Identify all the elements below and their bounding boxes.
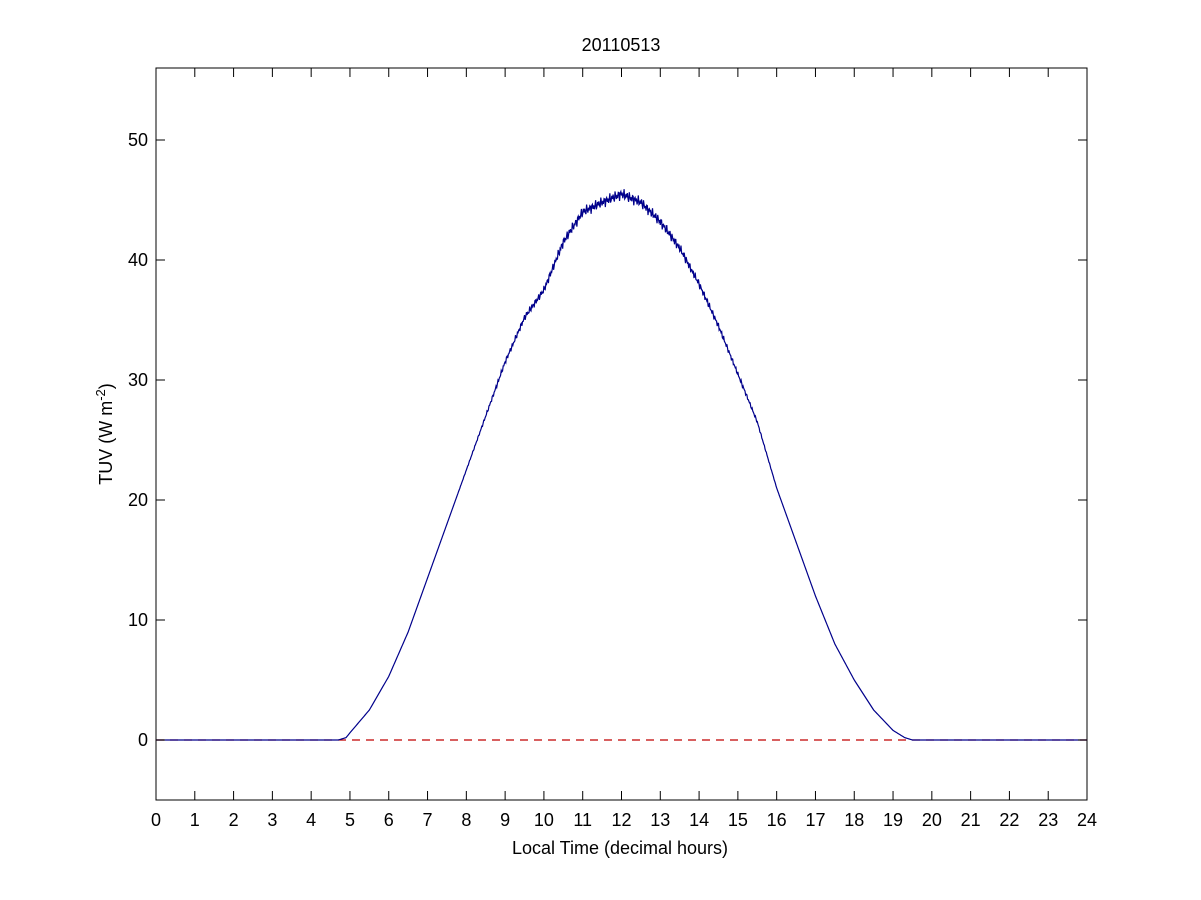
- x-tick-label: 16: [767, 810, 787, 830]
- x-tick-label: 0: [151, 810, 161, 830]
- y-axis-label: TUV (W m-2): [93, 383, 116, 485]
- series-layer: [156, 189, 1087, 741]
- x-tick-label: 17: [805, 810, 825, 830]
- x-tick-label: 14: [689, 810, 709, 830]
- x-tick-label: 1: [190, 810, 200, 830]
- x-tick-label: 4: [306, 810, 316, 830]
- y-tick-label: 20: [128, 490, 148, 510]
- x-tick-label: 18: [844, 810, 864, 830]
- y-tick-label: 50: [128, 130, 148, 150]
- chart-title: 20110513: [582, 35, 661, 55]
- y-tick-label: 10: [128, 610, 148, 630]
- x-tick-label: 7: [423, 810, 433, 830]
- x-tick-label: 21: [961, 810, 981, 830]
- x-tick-label: 24: [1077, 810, 1097, 830]
- y-axis-label-close: ): [96, 383, 116, 389]
- tick-layer: 0 1 2 3 4 5 6 7 8 9 10 11 12 13 14 15 16 17 18 19 20 21 22 23 24…: [128, 68, 1097, 830]
- y-axis-label-exponent: -2: [93, 389, 108, 401]
- x-tick-label: 23: [1038, 810, 1058, 830]
- x-tick-label: 13: [650, 810, 670, 830]
- y-tick-label: 0: [138, 730, 148, 750]
- y-tick-label: 40: [128, 250, 148, 270]
- x-axis-label: Local Time (decimal hours): [512, 838, 728, 858]
- y-axis-label-main: TUV (W m: [96, 401, 116, 485]
- series-line-tuv: [156, 189, 1087, 741]
- x-tick-label: 3: [267, 810, 277, 830]
- x-tick-label: 11: [573, 810, 592, 830]
- y-tick-label: 30: [128, 370, 148, 390]
- x-tick-label: 2: [229, 810, 239, 830]
- x-tick-label: 10: [534, 810, 554, 830]
- x-tick-label: 6: [384, 810, 394, 830]
- x-tick-label: 20: [922, 810, 942, 830]
- plot-area: [155, 67, 1088, 801]
- x-tick-label: 22: [999, 810, 1019, 830]
- x-tick-label: 19: [883, 810, 903, 830]
- x-tick-label: 12: [611, 810, 631, 830]
- x-tick-label: 5: [345, 810, 355, 830]
- x-tick-label: 9: [500, 810, 510, 830]
- x-tick-label: 15: [728, 810, 748, 830]
- x-tick-label: 8: [461, 810, 471, 830]
